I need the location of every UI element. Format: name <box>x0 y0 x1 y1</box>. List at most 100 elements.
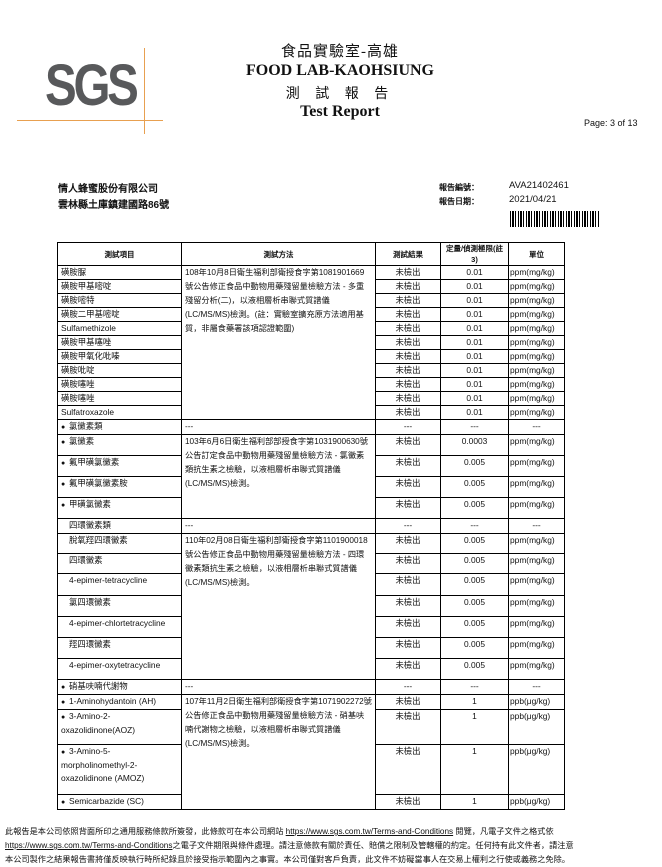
test-result: 未檢出 <box>375 391 441 406</box>
test-result-text: 未檢出 <box>395 295 421 305</box>
detection-limit: 0.01 <box>440 377 509 392</box>
table-row: ● 3-Amino-5-morpholinomethyl-2-oxazolidin… <box>57 744 565 795</box>
detection-limit: 0.005 <box>440 595 509 617</box>
terms-link[interactable]: https://www.sgs.com.tw/Terms-and-Conditi… <box>285 827 454 836</box>
test-item: ● 氯黴素類 <box>57 419 182 435</box>
detection-limit: 1 <box>440 694 509 710</box>
test-item: 羥四環黴素 <box>57 637 182 659</box>
unit: ppm(mg/kg) <box>508 497 565 519</box>
table-row: 4-epimer-tetracycline 未檢出 0.005 ppm(mg/kg) <box>57 573 565 596</box>
unit-text: --- <box>532 421 541 431</box>
test-item-text: 四環黴素 <box>69 555 103 565</box>
detection-limit-text: --- <box>470 421 479 431</box>
unit: ppm(mg/kg) <box>508 321 565 336</box>
report-title-en: Test Report <box>300 103 380 120</box>
test-result-text: 未檢出 <box>395 618 421 628</box>
test-item: ● 氟甲磺氯黴素胺 <box>57 476 182 498</box>
unit: ppm(mg/kg) <box>508 349 565 364</box>
unit: ppm(mg/kg) <box>508 533 565 554</box>
client-name: 情人蜂蜜股份有限公司 <box>58 184 158 195</box>
test-item: ● 1-Aminohydantoin (AH) <box>57 694 182 710</box>
test-result: 未檢出 <box>375 497 441 519</box>
test-result: 未檢出 <box>375 434 441 456</box>
logo-line <box>17 120 163 121</box>
test-result: 未檢出 <box>375 335 441 350</box>
test-result-text: 未檢出 <box>395 711 421 721</box>
test-item: 磺胺脲 <box>57 265 182 280</box>
detection-limit-text: 0.01 <box>466 393 483 403</box>
test-result: 未檢出 <box>375 694 441 710</box>
footer-text: 之電子文件期限與條件處理。請注意條款有關於責任、賠償之限制及管轄權的約定。任何持… <box>172 841 574 850</box>
table-row: ● Semicarbazide (SC) 未檢出 1 ppb(μg/kg) <box>57 794 565 810</box>
lab-name-zh: 食品實驗室-高雄 <box>281 44 399 60</box>
unit-text: ppm(mg/kg) <box>510 393 555 403</box>
footer-line-3: 本公司製作之結果報告書將僅反映執行時所紀錄且於接受指示範圍內之事實。本公司僅對客… <box>5 855 570 864</box>
test-method-text: --- <box>185 422 194 431</box>
test-result-text: 未檢出 <box>395 746 421 756</box>
lab-name-en: FOOD LAB-KAOHSIUNG <box>245 62 434 79</box>
detection-limit-text: 0.005 <box>464 618 485 628</box>
table-row: ● 3-Amino-2-oxazolidinone(AOZ) 未檢出 1 ppb(μg/… <box>57 709 565 745</box>
test-result-text: 未檢出 <box>395 323 421 333</box>
unit-text: ppb(μg/kg) <box>510 696 551 706</box>
test-result: 未檢出 <box>375 533 441 554</box>
detection-limit: 0.005 <box>440 573 509 596</box>
detection-limit: 1 <box>440 744 509 795</box>
detection-limit: 0.005 <box>440 533 509 554</box>
detection-limit-text: 1 <box>472 746 477 756</box>
detection-limit-text: 0.01 <box>466 351 483 361</box>
test-item-text: 甲磺氯黴素 <box>69 499 111 509</box>
unit: ppm(mg/kg) <box>508 616 565 638</box>
detection-limit-text: 1 <box>472 696 477 706</box>
test-item-text: 脫氧羥四環黴素 <box>69 535 128 545</box>
detection-limit-text: --- <box>470 520 479 530</box>
test-method-text: 107年11月2日衛生福利部衛授食字第1071902272號公告修正食品中動物用… <box>185 697 372 748</box>
unit: ppm(mg/kg) <box>508 405 565 420</box>
table-row: 氯四環黴素 未檢出 0.005 ppm(mg/kg) <box>57 595 565 617</box>
detection-limit-text: 0.01 <box>466 365 483 375</box>
test-item: 磺胺二甲基嘧啶 <box>57 307 182 322</box>
test-item-text: 3-Amino-5-morpholinomethyl-2-oxazolidino… <box>61 746 145 783</box>
unit: ppb(μg/kg) <box>508 744 565 795</box>
bullet-icon: ● <box>61 799 66 806</box>
test-result-text: 未檢出 <box>395 351 421 361</box>
table-row: 磺胺脲 108年10月8日衛生福利部衛授食字第1081901669號公告修正食品中… <box>57 265 565 420</box>
unit: ppm(mg/kg) <box>508 434 565 456</box>
detection-limit: 0.005 <box>440 658 509 680</box>
test-item: 氯四環黴素 <box>57 595 182 617</box>
test-result-text: 未檢出 <box>395 535 421 545</box>
detection-limit: 0.01 <box>440 321 509 336</box>
report-date: 2021/04/21 <box>509 194 557 205</box>
table-row: 磺胺二甲基嘧啶 未檢出 0.01 ppm(mg/kg) <box>57 307 565 322</box>
terms-link[interactable]: https://www.sgs.com.tw/Terms-and-Conditi… <box>5 841 173 850</box>
unit: ppm(mg/kg) <box>508 553 565 574</box>
test-method: 103年6月6日衛生福利部部授食字第1031900630號公告訂定食品中動物用藥… <box>181 434 376 519</box>
unit-text: ppm(mg/kg) <box>510 365 555 375</box>
test-item: 四環黴素 <box>57 553 182 574</box>
test-result-text: 未檢出 <box>395 478 421 488</box>
test-item-text: 硝基呋喃代謝物 <box>69 681 128 691</box>
unit-text: ppm(mg/kg) <box>510 309 555 319</box>
test-method-text: 110年02月08日衛生福利部衛授食字第1101900018號公告修正食品中動物… <box>185 536 368 587</box>
test-item: 四環黴素類 <box>57 518 182 534</box>
test-item-text: 磺胺甲基嘧啶 <box>61 281 112 291</box>
test-item-text: 四環黴素類 <box>69 520 111 530</box>
header-unit: 單位 <box>508 242 565 266</box>
test-item: 磺胺噻唑 <box>57 377 182 392</box>
unit-text: ppm(mg/kg) <box>510 618 555 628</box>
test-result: 未檢出 <box>375 455 441 477</box>
test-result-text: 未檢出 <box>395 407 421 417</box>
test-result: 未檢出 <box>375 377 441 392</box>
unit: ppm(mg/kg) <box>508 476 565 498</box>
footer-text: 此報告是本公司依照背面所印之通用服務條款所簽發，此條款可在本公司網站 <box>5 827 284 836</box>
report-date-label: 報告日期： <box>439 197 479 206</box>
logo-text: SGS <box>45 53 139 118</box>
test-item-text: 氟甲磺氯黴素 <box>69 457 120 467</box>
test-method: --- <box>181 518 376 534</box>
unit: ppm(mg/kg) <box>508 573 565 596</box>
test-item: Sulfamethizole <box>57 321 182 336</box>
table-row: 磺胺甲基嘧啶 未檢出 0.01 ppm(mg/kg) <box>57 279 565 294</box>
unit-text: ppm(mg/kg) <box>510 295 555 305</box>
test-item-text: 4-epimer-oxytetracycline <box>69 660 161 670</box>
test-item-text: Sulfatroxazole <box>61 407 115 417</box>
